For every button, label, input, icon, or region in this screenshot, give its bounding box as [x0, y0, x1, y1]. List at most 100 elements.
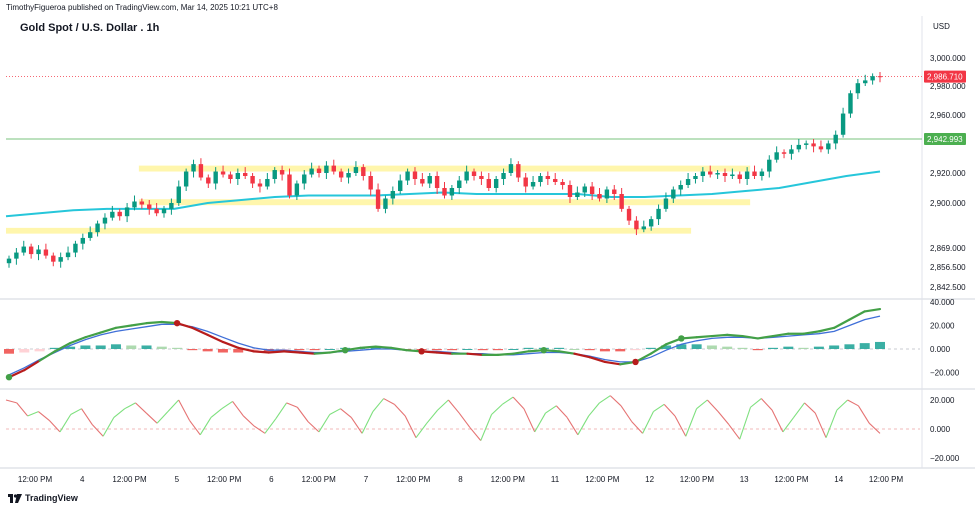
candle-body	[855, 83, 861, 94]
oscillator-segment	[609, 395, 622, 407]
candle	[863, 74, 868, 86]
macd-line-segment	[863, 307, 882, 313]
candle-body	[117, 211, 122, 217]
histogram-bar	[554, 347, 565, 349]
candle-body	[493, 179, 499, 188]
candle-body	[663, 198, 669, 209]
histogram-bar	[706, 345, 717, 349]
candle	[117, 208, 122, 221]
histogram-bar	[34, 349, 45, 352]
histogram-bar	[737, 347, 748, 349]
macd-line-segment	[221, 340, 240, 349]
candle	[501, 168, 506, 185]
candle-body	[870, 76, 875, 81]
candle-body	[124, 207, 130, 217]
macd-line-segment	[252, 350, 270, 354]
candle	[250, 173, 255, 188]
candle	[124, 203, 130, 223]
time-tick-label: 12:00 PM	[680, 475, 715, 484]
oscillator-segment	[868, 422, 881, 434]
candle	[575, 186, 580, 200]
macd-line-segment	[848, 310, 866, 321]
chart-canvas[interactable]: 3,000.000 2,980.000 2,960.000 2,942.993 2,92…	[0, 0, 975, 490]
candle-body	[693, 176, 698, 179]
macd-line-segment	[191, 326, 209, 336]
candle-body	[427, 176, 432, 184]
candle	[722, 168, 728, 182]
candle	[257, 179, 263, 193]
candle	[58, 252, 63, 268]
macd-line-segment	[267, 350, 286, 354]
candle	[767, 155, 772, 178]
candle-body	[161, 208, 167, 214]
price-tick-label: 2,856.500	[930, 263, 966, 272]
candle-body	[353, 167, 359, 173]
candle-body	[597, 194, 602, 199]
candle-body	[833, 134, 838, 144]
histogram-bar	[95, 345, 106, 349]
candle-body	[183, 171, 189, 187]
price-tick-label: 2,869.000	[930, 244, 966, 253]
candle-body	[191, 164, 196, 172]
candle-body	[154, 208, 159, 214]
histogram-bar	[49, 347, 60, 349]
oscillator-segment	[480, 414, 493, 441]
candle-body	[781, 152, 787, 154]
oscillator-segment	[188, 419, 201, 436]
candle	[737, 171, 742, 184]
candle	[405, 168, 410, 185]
currency-label[interactable]: USD	[933, 22, 950, 31]
time-tick-label: 4	[80, 475, 85, 484]
macd-tick-label: 0.000	[930, 345, 951, 354]
macd-tick-label: 20.000	[930, 322, 955, 331]
time-tick-label: 12:00 PM	[18, 475, 53, 484]
histogram-bar	[508, 349, 519, 350]
candle-body	[368, 176, 373, 190]
cross-marker	[418, 348, 425, 355]
candle	[449, 185, 455, 200]
candle-body	[877, 76, 883, 78]
candle	[457, 176, 462, 194]
symbol-title: Gold Spot / U.S. Dollar . 1h	[20, 22, 160, 34]
histogram-bar	[187, 349, 198, 351]
macd-line-segment	[496, 352, 515, 356]
time-tick-label: 11	[551, 475, 560, 484]
candle-body	[434, 176, 440, 188]
candle	[781, 149, 787, 159]
price-tick-label: 2,842.500	[930, 283, 966, 292]
candle	[656, 204, 661, 225]
price-tick-label: 3,000.000	[930, 54, 966, 63]
oscillator-segment	[620, 405, 633, 423]
candle-body	[338, 171, 344, 178]
candle	[877, 72, 883, 83]
histogram-bar	[859, 343, 870, 349]
candle-body	[21, 246, 26, 253]
histogram-bar	[829, 345, 840, 349]
candle-body	[220, 171, 226, 175]
histogram-bar	[309, 349, 320, 351]
candle-body	[575, 192, 580, 197]
candle	[826, 140, 831, 154]
histogram-bar	[615, 349, 626, 352]
oscillator-segment	[394, 403, 406, 417]
macd-line-segment	[695, 334, 714, 339]
candle-body	[442, 188, 447, 196]
oscillator-segment	[825, 409, 838, 438]
oscillator-segment	[38, 411, 50, 421]
candle-body	[235, 173, 241, 179]
candle-body	[722, 173, 728, 176]
oscillator-segment	[750, 398, 762, 408]
histogram-bar	[630, 349, 641, 351]
macd-line-segment	[833, 318, 851, 329]
oscillator-segment	[296, 406, 309, 423]
histogram-bar	[110, 344, 121, 349]
candle-body	[523, 177, 528, 187]
macd-line-segment	[69, 336, 87, 345]
candle-body	[449, 188, 455, 196]
support-resistance-zone	[138, 165, 751, 172]
candle	[597, 188, 602, 202]
candle	[663, 192, 669, 212]
histogram-bar	[783, 346, 794, 349]
oscillator-segment	[264, 418, 277, 434]
histogram-bar	[248, 349, 259, 352]
